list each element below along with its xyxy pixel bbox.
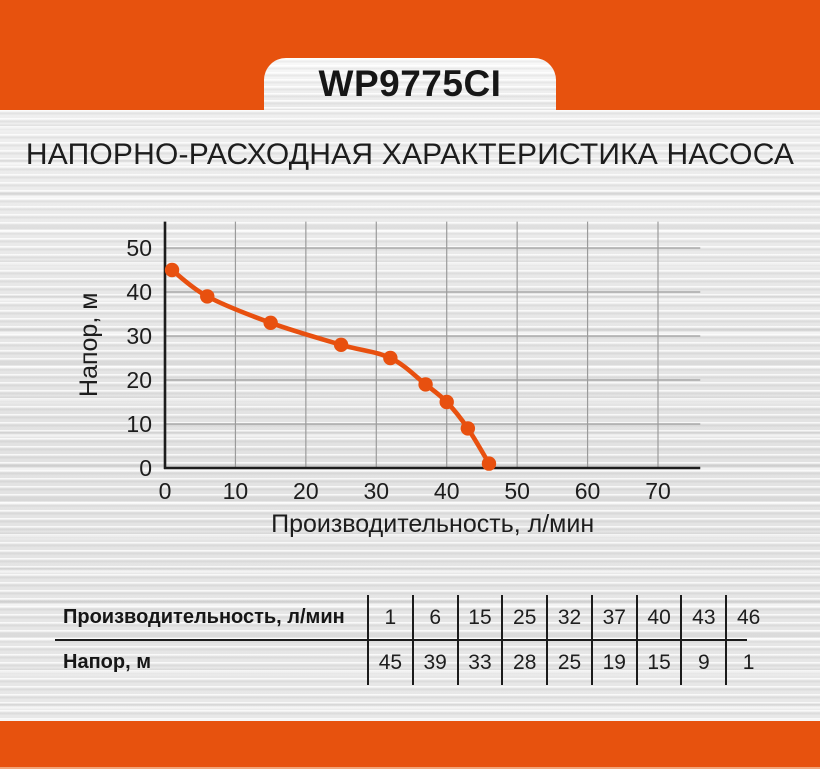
flow-value: 46 xyxy=(725,595,770,640)
head-value: 25 xyxy=(546,640,591,685)
head-value: 15 xyxy=(635,640,681,685)
row-label-flow: Производительность, л/мин xyxy=(63,606,345,628)
svg-text:30: 30 xyxy=(126,323,152,349)
flow-value: 15 xyxy=(456,595,502,640)
pump-curve-svg: 0 10 20 30 40 50 60 70 0 10 20 30 40 50 Производительн… xyxy=(75,221,701,538)
svg-text:20: 20 xyxy=(126,367,152,393)
svg-text:40: 40 xyxy=(434,478,460,504)
head-value: 39 xyxy=(411,640,457,685)
table-row-flow: Производительность, л/мин 1 6 15 25 32 3… xyxy=(55,595,770,640)
svg-text:Производительность, л/мин: Производительность, л/мин xyxy=(271,510,594,538)
row-divider-line xyxy=(55,639,747,641)
page-title: НАПОРНО-РАСХОДНАЯ ХАРАКТЕРИСТИКА НАСОСА xyxy=(25,138,795,171)
flow-value: 40 xyxy=(635,595,681,640)
table-row-head: Напор, м 45 39 33 28 25 19 15 9 1 xyxy=(55,640,770,685)
head-value: 19 xyxy=(590,640,636,685)
svg-text:50: 50 xyxy=(504,478,530,504)
metal-panel: НАПОРНО-РАСХОДНАЯ ХАРАКТЕРИСТИКА НАСОСА … xyxy=(0,110,820,719)
head-value: 9 xyxy=(680,640,725,685)
head-value: 45 xyxy=(367,640,412,685)
svg-text:60: 60 xyxy=(575,478,601,504)
svg-text:Напор, м: Напор, м xyxy=(75,293,103,397)
svg-text:0: 0 xyxy=(159,478,172,504)
bottom-orange-band xyxy=(0,719,820,769)
head-value: 1 xyxy=(725,640,770,685)
flow-value: 6 xyxy=(411,595,457,640)
bottom-white-strip xyxy=(0,769,820,777)
flow-value: 1 xyxy=(367,595,412,640)
svg-text:50: 50 xyxy=(126,235,152,261)
svg-text:20: 20 xyxy=(293,478,319,504)
pump-curve-chart: 0 10 20 30 40 50 60 70 0 10 20 30 40 50 Производительн… xyxy=(75,210,735,545)
flow-value: 25 xyxy=(501,595,546,640)
flow-value: 43 xyxy=(680,595,725,640)
flow-value: 37 xyxy=(590,595,636,640)
pump-data-table: Производительность, л/мин 1 6 15 25 32 3… xyxy=(55,595,770,685)
svg-text:0: 0 xyxy=(139,455,152,481)
flow-value: 32 xyxy=(546,595,591,640)
svg-text:10: 10 xyxy=(126,411,152,437)
svg-text:30: 30 xyxy=(363,478,389,504)
svg-text:10: 10 xyxy=(223,478,249,504)
head-value: 33 xyxy=(456,640,502,685)
top-orange-band: WP9775CI xyxy=(0,0,820,110)
svg-text:70: 70 xyxy=(645,478,671,504)
model-name: WP9775CI xyxy=(318,63,502,104)
head-value: 28 xyxy=(501,640,546,685)
svg-text:40: 40 xyxy=(126,279,152,305)
row-label-head: Напор, м xyxy=(63,651,151,673)
model-tab: WP9775CI xyxy=(264,58,556,110)
